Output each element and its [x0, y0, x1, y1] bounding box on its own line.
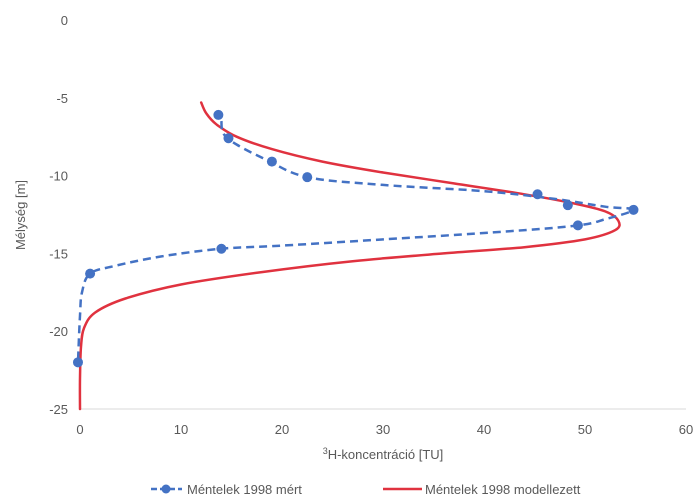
y-tick-label-0: 0 — [61, 13, 68, 28]
legend-item-measured: Méntelek 1998 mért — [151, 482, 302, 497]
measured-point-0 — [213, 109, 224, 120]
x-axis-title-superscript: 3 — [323, 446, 328, 456]
x-axis-title: 3H-koncentráció [TU] — [323, 446, 444, 462]
y-tick-label-3: -15 — [49, 246, 68, 261]
legend-measured-label: Méntelek 1998 mért — [187, 482, 302, 497]
x-tick-label-4: 40 — [477, 422, 491, 437]
measured-point-10 — [72, 357, 83, 368]
measured-point-3 — [302, 172, 313, 183]
measured-point-5 — [562, 200, 573, 211]
x-tick-label-1: 10 — [174, 422, 188, 437]
legend-modelled-label: Méntelek 1998 modellezett — [425, 482, 581, 497]
legend-item-modelled: Méntelek 1998 modellezett — [383, 482, 581, 497]
measured-point-6 — [628, 204, 639, 215]
x-axis-ticks: 0 10 20 30 40 50 60 — [76, 422, 693, 437]
y-tick-label-1: -5 — [56, 91, 68, 106]
x-axis-title-text: H-koncentráció [TU] — [328, 447, 444, 462]
x-tick-label-0: 0 — [76, 422, 83, 437]
y-axis-ticks: 0 -5 -10 -15 -20 -25 — [49, 13, 68, 417]
x-tick-label-2: 20 — [275, 422, 289, 437]
x-tick-label-5: 50 — [578, 422, 592, 437]
series-layer — [72, 101, 639, 411]
y-axis-title: Mélység [m] — [13, 180, 28, 250]
y-tick-label-5: -25 — [49, 402, 68, 417]
x-tick-label-3: 30 — [376, 422, 390, 437]
measured-point-8 — [216, 243, 227, 254]
series-modelled-line — [78, 101, 621, 411]
measured-point-1 — [223, 133, 234, 144]
chart-legend: Méntelek 1998 mért Méntelek 1998 modelle… — [151, 482, 581, 497]
measured-point-7 — [572, 220, 583, 231]
x-tick-label-6: 60 — [679, 422, 693, 437]
y-tick-label-2: -10 — [49, 169, 68, 184]
measured-point-2 — [266, 156, 277, 167]
legend-measured-marker — [161, 484, 171, 494]
measured-point-4 — [532, 189, 543, 200]
series-measured-line — [76, 120, 635, 363]
y-tick-label-4: -20 — [49, 324, 68, 339]
measured-point-9 — [85, 268, 96, 279]
